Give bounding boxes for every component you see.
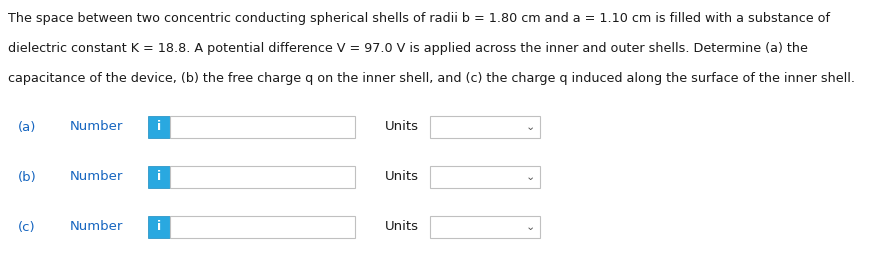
- Text: dielectric constant K = 18.8. A potential difference V = 97.0 V is applied acros: dielectric constant K = 18.8. A potentia…: [8, 42, 808, 55]
- Text: Units: Units: [385, 171, 419, 184]
- Bar: [148, 116, 170, 138]
- Text: (b): (b): [18, 171, 37, 184]
- Text: capacitance of the device, (b) the free charge q on the inner shell, and (c) the: capacitance of the device, (b) the free …: [8, 72, 855, 85]
- Bar: [430, 166, 540, 188]
- Text: Units: Units: [385, 121, 419, 134]
- Bar: [170, 166, 355, 188]
- Text: The space between two concentric conducting spherical shells of radii b = 1.80 c: The space between two concentric conduct…: [8, 12, 830, 25]
- Bar: [170, 116, 355, 138]
- Text: Number: Number: [70, 121, 123, 134]
- Bar: [148, 166, 170, 188]
- Bar: [430, 216, 540, 238]
- Bar: [170, 216, 355, 238]
- Text: (c): (c): [18, 221, 36, 233]
- Text: Number: Number: [70, 221, 123, 233]
- Text: ⌄: ⌄: [525, 222, 535, 232]
- Text: i: i: [157, 221, 161, 233]
- Text: Number: Number: [70, 171, 123, 184]
- Text: (a): (a): [18, 121, 37, 134]
- Text: Units: Units: [385, 221, 419, 233]
- Text: ⌄: ⌄: [525, 172, 535, 182]
- Bar: [430, 116, 540, 138]
- Text: i: i: [157, 171, 161, 184]
- Bar: [148, 216, 170, 238]
- Text: i: i: [157, 121, 161, 134]
- Text: ⌄: ⌄: [525, 122, 535, 132]
